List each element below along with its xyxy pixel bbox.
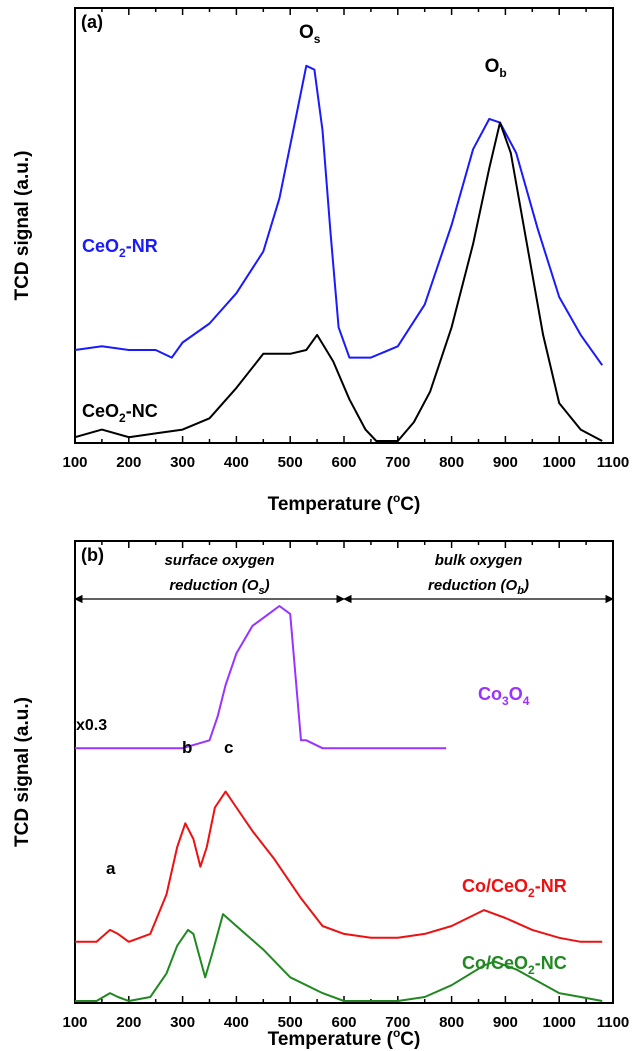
x-tick-label: 300 [170, 454, 195, 471]
series-line-2 [75, 913, 603, 1002]
series-line-0 [74, 64, 604, 366]
y-axis-label: TCD signal (a.u.) [12, 151, 33, 301]
series-line-1 [75, 790, 603, 943]
region-label: reduction (Os) [169, 577, 269, 597]
panel-b: 100 200 300 400 500 600 700 800 900 1000 1100 Tempe… [12, 540, 630, 1050]
series-line-0 [75, 605, 447, 750]
x-tick-label: 200 [116, 454, 141, 471]
series-label: CeO2-NC [82, 401, 158, 425]
series-label: CeO2-NR [82, 236, 158, 260]
x-tick-label: 800 [439, 1014, 464, 1031]
x-tick-label: 400 [224, 454, 249, 471]
x-tick-label: 600 [331, 1014, 356, 1031]
series-label: Co3O4 [478, 684, 530, 708]
x-tick-label: 100 [62, 454, 87, 471]
x-tick-label: 600 [331, 454, 356, 471]
panel-a: 100 200 300 400 500 600 700 800 900 1000 1100 Tempe… [12, 7, 630, 515]
x-tick-label: 1000 [543, 1014, 576, 1031]
peak-label: Ob [485, 56, 507, 80]
x-tick-label: 1100 [597, 454, 630, 471]
series-label: Co/CeO2-NR [462, 876, 567, 900]
peak-label: b [182, 738, 192, 757]
x-tick-label: 800 [439, 454, 464, 471]
x-tick-label: 900 [493, 1014, 518, 1031]
x-tick-label: 500 [278, 1014, 303, 1031]
plot-frame [74, 7, 614, 444]
peak-label: Os [299, 22, 321, 46]
x-axis-label: Temperature (oC) [268, 1026, 421, 1050]
x-tick-label: 700 [385, 1014, 410, 1031]
x-tick-label: 200 [116, 1014, 141, 1031]
x-tick-label: 500 [278, 454, 303, 471]
region-label: reduction (Ob) [428, 577, 529, 597]
x-tick-label: 900 [493, 454, 518, 471]
y-axis-label: TCD signal (a.u.) [12, 697, 33, 847]
x-tick-label: 300 [170, 1014, 195, 1031]
region-label: surface oxygen [164, 552, 274, 569]
scale-note: x0.3 [76, 717, 107, 734]
x-tick-label: 1100 [597, 1014, 630, 1031]
x-axis-label: Temperature (oC) [268, 491, 421, 515]
x-tick-label: 100 [62, 1014, 87, 1031]
x-tick-label: 1000 [543, 454, 576, 471]
peak-label: a [106, 859, 116, 878]
panel-label: (b) [81, 545, 104, 565]
series-label: Co/CeO2-NC [462, 953, 567, 977]
peak-label: c [224, 738, 233, 757]
panel-label: (a) [81, 12, 103, 32]
x-tick-label: 400 [224, 1014, 249, 1031]
series-line-1 [74, 121, 603, 442]
region-label: bulk oxygen [435, 552, 523, 569]
x-tick-label: 700 [385, 454, 410, 471]
